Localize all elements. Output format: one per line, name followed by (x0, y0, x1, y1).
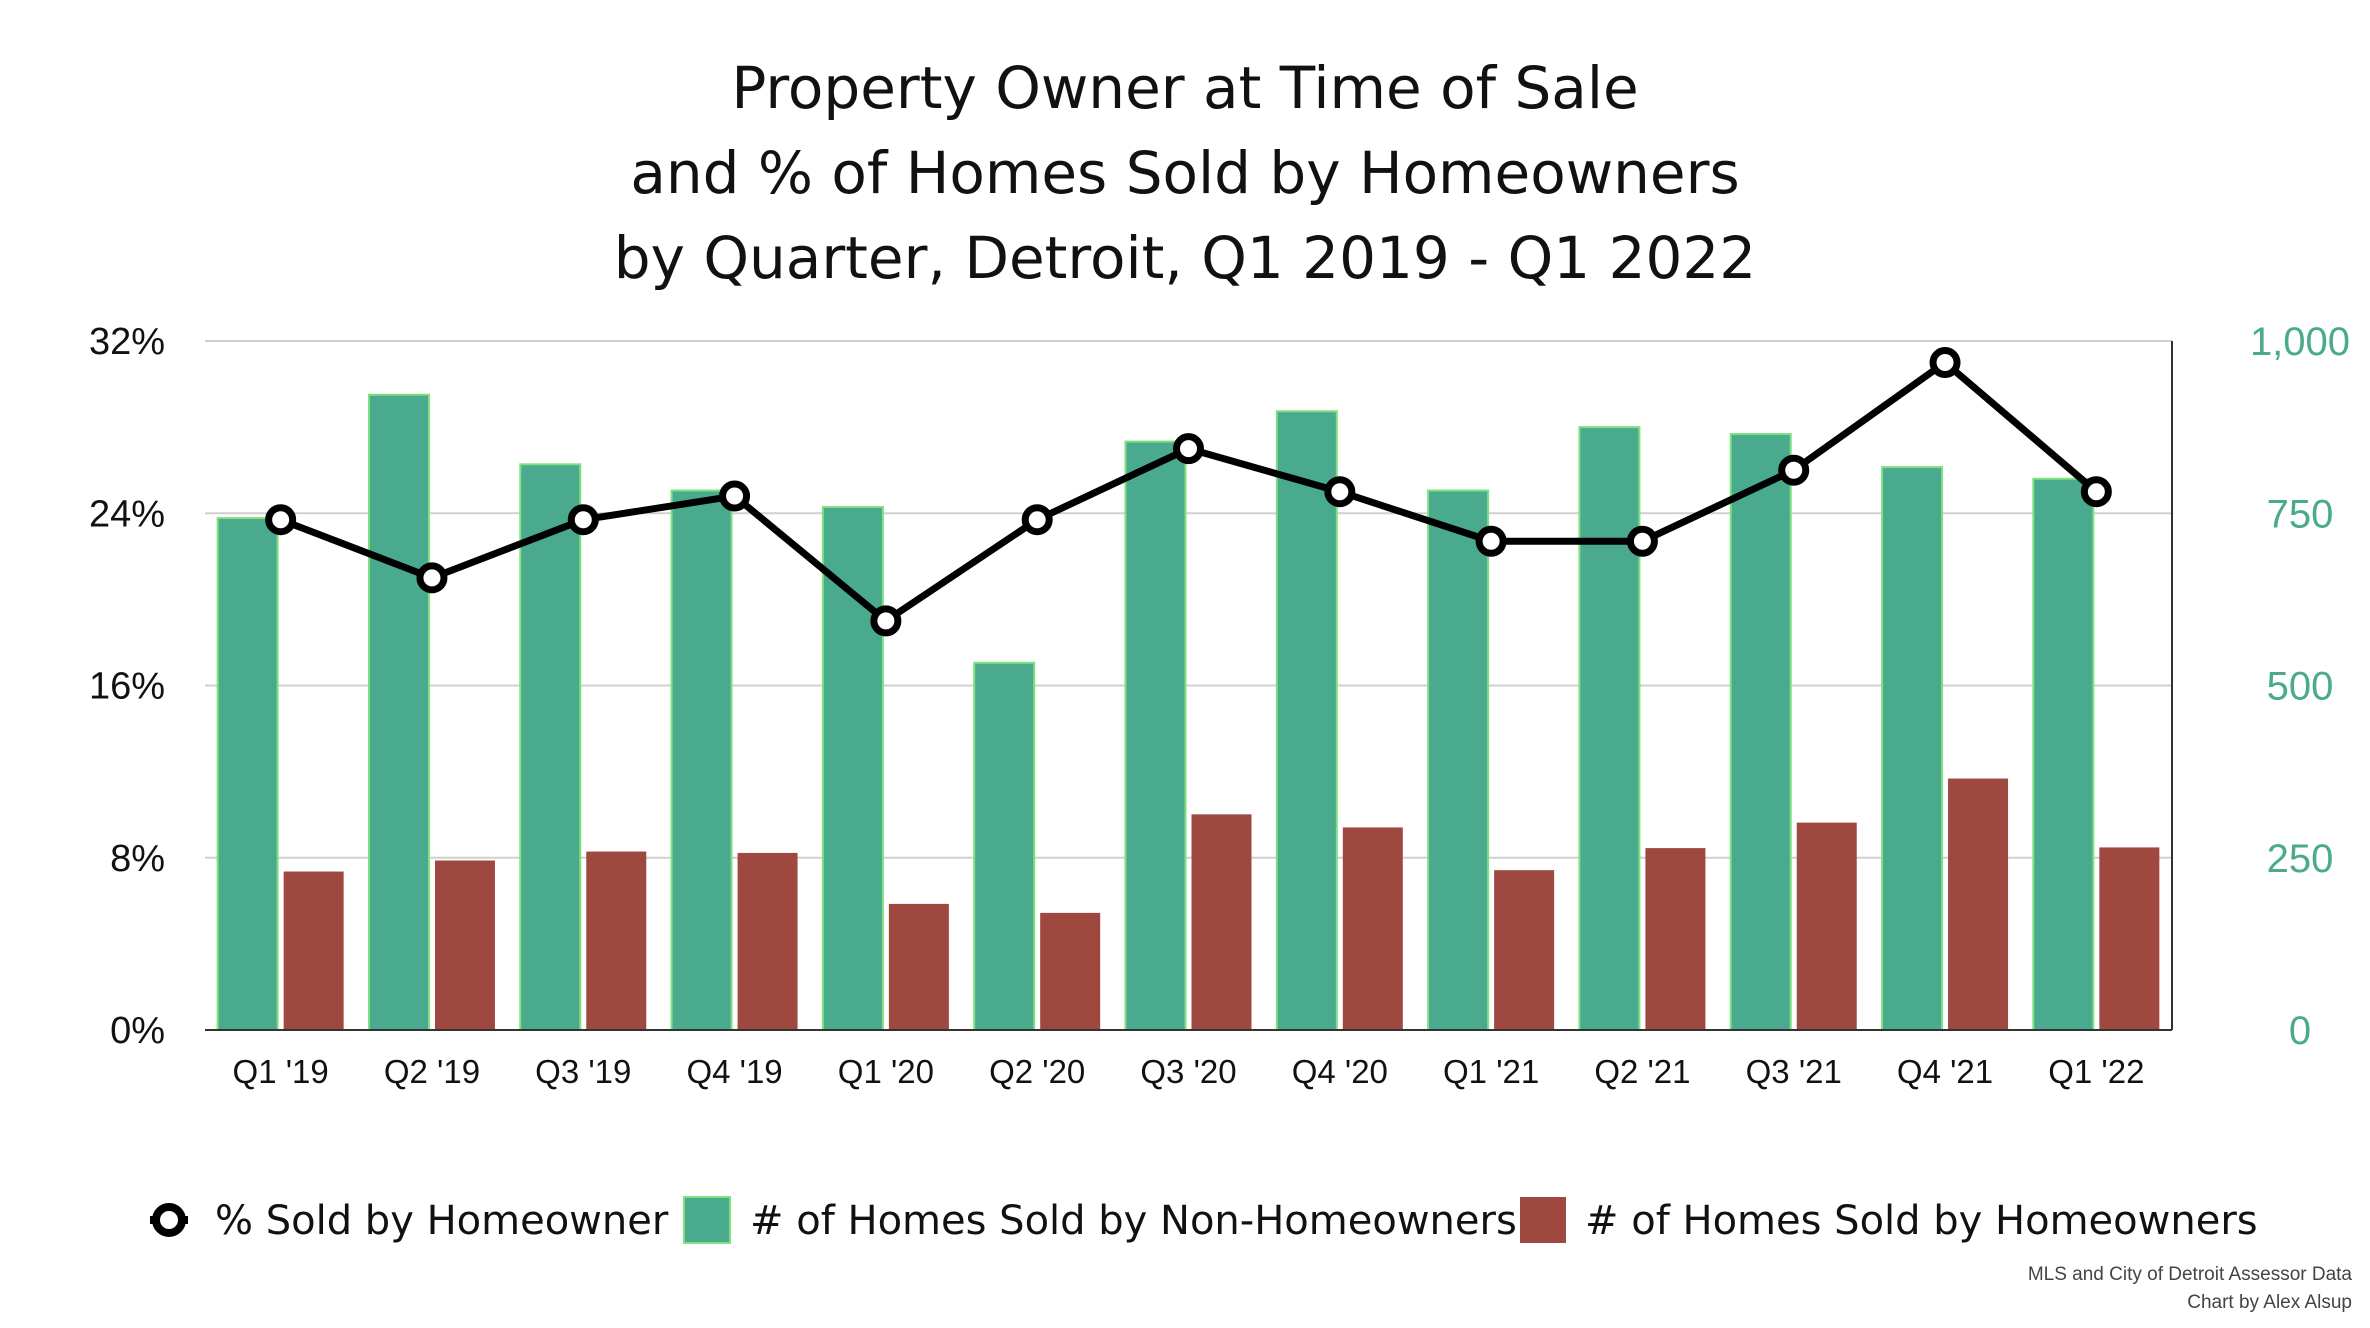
credit-author: Chart by Alex Alsup (2187, 1292, 2352, 1313)
x-tick-label: Q3 '19 (535, 1053, 631, 1090)
bar-non-homeowners (216, 517, 279, 1031)
gridlines (205, 340, 2172, 859)
y-right-tick-label: 1,000 (2250, 320, 2350, 364)
bar-homeowners (737, 852, 798, 1030)
legend-item-homeowners: # of Homes Sold by Homeowners (1520, 1197, 2258, 1244)
credits: MLS and City of Detroit Assessor Data Ch… (2028, 1264, 2353, 1313)
bar-non-homeowners (1427, 489, 1490, 1031)
line-point-pct-sold (567, 504, 599, 536)
bar-non-homeowners (821, 506, 884, 1031)
line-point-pct-sold (1021, 504, 1053, 536)
tick-labels: 0% 0 8% 250 16% 500 24% 750 32% 1,000 Q1 '19 Q2 '19… (89, 320, 2350, 1090)
x-tick-label: Q1 '20 (838, 1053, 934, 1090)
line-point-pct-sold (1475, 525, 1507, 557)
x-tick-label: Q1 '19 (233, 1053, 329, 1090)
x-tick-label: Q2 '20 (989, 1053, 1085, 1090)
line-point-pct-sold (1173, 433, 1204, 465)
bar-homeowners (2099, 847, 2160, 1030)
bar-non-homeowners (519, 463, 582, 1031)
x-tick-label: Q4 '20 (1292, 1053, 1388, 1090)
bar-homeowners (283, 871, 344, 1030)
bar-homeowners (1494, 870, 1555, 1030)
credit-source: MLS and City of Detroit Assessor Data (2028, 1264, 2353, 1285)
line-point-pct-sold (1324, 476, 1356, 508)
legend-item-pct-sold: % Sold by Homeowner (150, 1198, 669, 1244)
x-tick-label: Q1 '21 (1443, 1053, 1539, 1090)
legend-swatch-non-homeowners (683, 1196, 731, 1244)
bar-non-homeowners (1275, 410, 1338, 1031)
legend-label-homeowners: # of Homes Sold by Homeowners (1585, 1198, 2258, 1244)
bar-homeowners (1191, 814, 1252, 1030)
bar-non-homeowners (670, 489, 733, 1031)
y-left-tick-label: 16% (89, 666, 165, 708)
chart-title: Property Owner at Time of Sale and % of … (614, 54, 1756, 292)
title-line-2: and % of Homes Sold by Homeowners (630, 139, 1739, 207)
legend: % Sold by Homeowner # of Homes Sold by N… (150, 1196, 2258, 1244)
bar-homeowners (1948, 778, 2009, 1030)
line-point-pct-sold (719, 480, 751, 512)
bar-non-homeowners (1729, 433, 1792, 1031)
legend-marker-swatch (152, 1203, 186, 1237)
x-tick-label: Q4 '19 (686, 1053, 782, 1090)
legend-swatch-homeowners (1520, 1197, 1566, 1243)
y-right-tick-label: 0 (2289, 1009, 2311, 1053)
y-left-tick-label: 0% (110, 1010, 165, 1052)
y-right-tick-label: 250 (2267, 837, 2334, 881)
line-series (265, 347, 2112, 637)
title-line-1: Property Owner at Time of Sale (731, 54, 1638, 122)
x-tick-label: Q2 '21 (1594, 1053, 1690, 1090)
title-line-3: by Quarter, Detroit, Q1 2019 - Q1 2022 (614, 224, 1756, 292)
legend-label-non-homeowners: # of Homes Sold by Non-Homeowners (750, 1198, 1517, 1244)
line-point-pct-sold (1626, 525, 1658, 557)
legend-item-non-homeowners: # of Homes Sold by Non-Homeowners (683, 1196, 1517, 1244)
y-right-tick-label: 750 (2267, 492, 2334, 536)
line-point-pct-sold (2080, 476, 2112, 508)
axes (205, 341, 2173, 1031)
line-point-pct-sold (870, 605, 902, 637)
x-tick-label: Q3 '20 (1140, 1053, 1236, 1090)
x-tick-label: Q3 '21 (1746, 1053, 1842, 1090)
line-point-pct-sold (265, 504, 297, 536)
line-point-pct-sold (1778, 454, 1810, 486)
legend-label-pct-sold: % Sold by Homeowner (215, 1198, 669, 1244)
bar-homeowners (586, 851, 647, 1030)
x-tick-label: Q4 '21 (1897, 1053, 1993, 1090)
y-left-tick-label: 24% (89, 493, 165, 535)
y-left-tick-label: 32% (89, 321, 165, 363)
x-tick-label: Q2 '19 (384, 1053, 480, 1090)
y-right-tick-label: 500 (2267, 665, 2334, 709)
x-tick-label: Q1 '22 (2048, 1053, 2144, 1090)
bar-non-homeowners (1124, 440, 1187, 1031)
bar-homeowners (1342, 827, 1403, 1030)
bar-non-homeowners (2032, 477, 2095, 1031)
y-left-tick-label: 8% (110, 838, 165, 880)
bar-homeowners (1040, 912, 1101, 1030)
line-point-pct-sold (1929, 347, 1961, 379)
bar-non-homeowners (1578, 426, 1641, 1031)
bar-non-homeowners (1881, 466, 1944, 1032)
bar-homeowners (888, 903, 949, 1030)
bar-non-homeowners (973, 661, 1036, 1031)
bar-homeowners (1796, 822, 1857, 1030)
bars (216, 393, 2160, 1032)
bar-homeowners (1645, 848, 1706, 1030)
bar-homeowners (434, 860, 495, 1030)
bar-non-homeowners (367, 393, 430, 1031)
line-point-pct-sold (416, 562, 448, 594)
